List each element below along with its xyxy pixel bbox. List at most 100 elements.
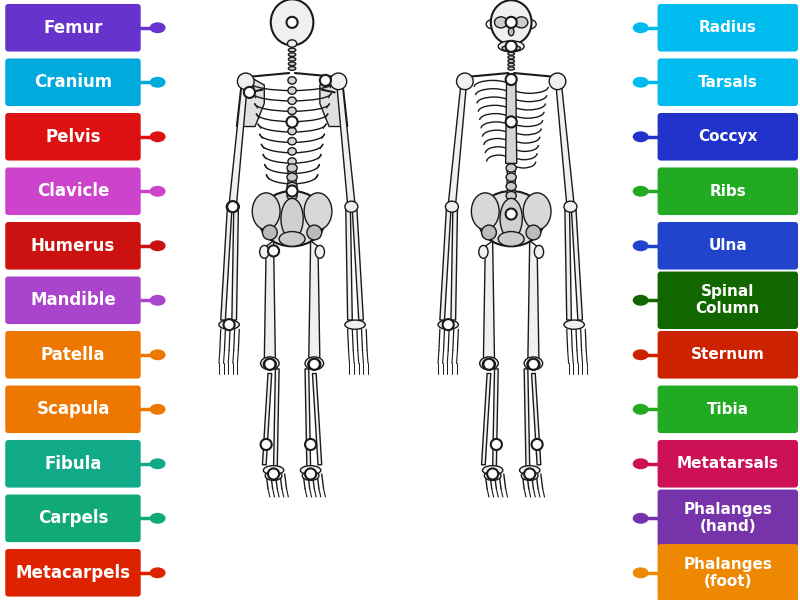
Ellipse shape [263, 466, 284, 475]
Polygon shape [448, 82, 466, 205]
Ellipse shape [508, 63, 514, 67]
Ellipse shape [288, 168, 296, 175]
Polygon shape [571, 209, 582, 320]
FancyBboxPatch shape [658, 440, 798, 488]
Ellipse shape [564, 201, 577, 212]
Ellipse shape [508, 52, 514, 55]
Circle shape [305, 439, 316, 450]
Ellipse shape [522, 471, 538, 481]
Ellipse shape [302, 471, 319, 481]
Ellipse shape [150, 241, 166, 251]
Ellipse shape [288, 158, 296, 165]
Polygon shape [229, 82, 248, 205]
Ellipse shape [633, 131, 649, 142]
Ellipse shape [498, 41, 524, 52]
Ellipse shape [507, 137, 515, 145]
Ellipse shape [288, 48, 296, 52]
Ellipse shape [287, 164, 297, 172]
Ellipse shape [633, 458, 649, 469]
Ellipse shape [308, 359, 321, 370]
Ellipse shape [288, 127, 296, 135]
Ellipse shape [515, 17, 528, 28]
Text: Femur: Femur [43, 19, 102, 37]
Ellipse shape [508, 28, 514, 36]
FancyBboxPatch shape [6, 113, 141, 161]
Circle shape [286, 185, 298, 197]
Ellipse shape [150, 131, 166, 142]
Ellipse shape [498, 232, 524, 247]
Circle shape [482, 225, 496, 240]
Ellipse shape [150, 568, 166, 578]
Ellipse shape [500, 199, 522, 239]
Text: Pelvis: Pelvis [46, 128, 101, 146]
Polygon shape [232, 209, 238, 320]
Text: Metacarpels: Metacarpels [15, 564, 130, 582]
Ellipse shape [507, 117, 515, 125]
Ellipse shape [508, 56, 514, 59]
Circle shape [506, 209, 517, 220]
Ellipse shape [633, 568, 649, 578]
Text: Coccyx: Coccyx [698, 129, 758, 144]
Ellipse shape [507, 107, 515, 115]
Ellipse shape [150, 186, 166, 197]
Circle shape [524, 469, 535, 479]
Ellipse shape [507, 178, 515, 185]
Text: Radius: Radius [699, 20, 757, 35]
Text: Tibia: Tibia [706, 402, 749, 417]
Polygon shape [221, 209, 232, 320]
Ellipse shape [633, 404, 649, 415]
Circle shape [549, 73, 566, 89]
Ellipse shape [506, 182, 516, 191]
Polygon shape [337, 82, 355, 205]
Ellipse shape [564, 320, 584, 329]
Ellipse shape [288, 77, 296, 84]
FancyBboxPatch shape [658, 386, 798, 433]
Circle shape [506, 17, 517, 28]
Text: Clavicle: Clavicle [37, 182, 109, 200]
Ellipse shape [552, 74, 563, 82]
FancyBboxPatch shape [658, 222, 798, 269]
Circle shape [244, 87, 255, 98]
Ellipse shape [150, 77, 166, 88]
Ellipse shape [507, 148, 515, 155]
Polygon shape [309, 241, 320, 362]
Polygon shape [305, 369, 310, 467]
Ellipse shape [266, 471, 282, 481]
Ellipse shape [288, 137, 296, 145]
Ellipse shape [288, 62, 296, 65]
Circle shape [262, 225, 278, 240]
FancyBboxPatch shape [6, 167, 141, 215]
FancyBboxPatch shape [6, 277, 141, 324]
FancyBboxPatch shape [658, 331, 798, 379]
Ellipse shape [480, 357, 498, 370]
Ellipse shape [260, 245, 269, 258]
Circle shape [268, 245, 279, 256]
Text: Carpels: Carpels [38, 509, 108, 527]
Ellipse shape [287, 173, 297, 181]
Ellipse shape [446, 201, 458, 212]
Ellipse shape [502, 46, 521, 51]
Ellipse shape [633, 349, 649, 360]
Ellipse shape [288, 188, 296, 196]
Polygon shape [493, 369, 498, 467]
FancyBboxPatch shape [658, 544, 798, 600]
Ellipse shape [508, 59, 514, 62]
Text: Phalanges
(foot): Phalanges (foot) [683, 557, 772, 589]
Ellipse shape [507, 127, 515, 135]
Ellipse shape [288, 97, 296, 104]
Polygon shape [482, 374, 491, 465]
Ellipse shape [287, 200, 297, 209]
Ellipse shape [494, 17, 507, 28]
Circle shape [491, 439, 502, 450]
Ellipse shape [484, 471, 501, 481]
Polygon shape [320, 77, 348, 127]
Polygon shape [556, 82, 574, 205]
Text: Patella: Patella [41, 346, 106, 364]
Ellipse shape [633, 241, 649, 251]
Circle shape [487, 469, 498, 479]
FancyBboxPatch shape [6, 58, 141, 106]
Polygon shape [440, 209, 451, 320]
Circle shape [528, 359, 539, 370]
FancyBboxPatch shape [658, 113, 798, 161]
Circle shape [286, 17, 298, 28]
